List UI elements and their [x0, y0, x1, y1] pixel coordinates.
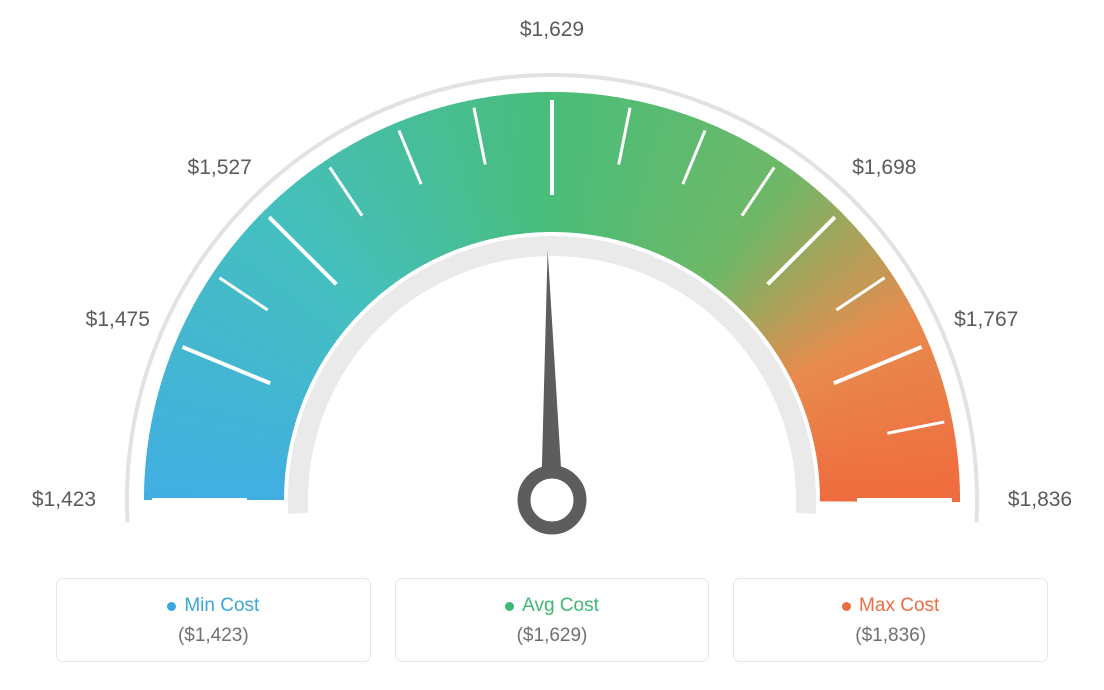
gauge-tick-label: $1,423	[32, 488, 96, 512]
legend-label-min: Min Cost	[184, 595, 259, 617]
gauge-tick-label: $1,475	[86, 308, 150, 332]
legend-card-max: Max Cost ($1,836)	[733, 578, 1048, 662]
legend-label-max: Max Cost	[859, 595, 939, 617]
legend-top-max: Max Cost	[842, 595, 939, 617]
legend-dot-avg	[505, 602, 514, 611]
legend-value-min: ($1,423)	[178, 625, 249, 647]
legend-label-avg: Avg Cost	[522, 595, 599, 617]
gauge-tick-label: $1,698	[852, 156, 916, 180]
legend-row: Min Cost ($1,423) Avg Cost ($1,629) Max …	[56, 578, 1048, 662]
legend-top-avg: Avg Cost	[505, 595, 599, 617]
gauge-svg	[0, 20, 1104, 580]
gauge-chart-container: $1,423 $1,475 $1,527 $1,629 $1,698 $1,767 $1,8…	[0, 0, 1104, 690]
gauge-tick-label: $1,629	[520, 18, 584, 42]
gauge-tick-label: $1,767	[954, 308, 1018, 332]
gauge-area	[0, 20, 1104, 580]
gauge-tick-label: $1,836	[1008, 488, 1072, 512]
legend-card-avg: Avg Cost ($1,629)	[395, 578, 710, 662]
legend-card-min: Min Cost ($1,423)	[56, 578, 371, 662]
legend-dot-max	[842, 602, 851, 611]
legend-value-max: ($1,836)	[855, 625, 926, 647]
gauge-tick-label: $1,527	[188, 156, 252, 180]
legend-value-avg: ($1,629)	[517, 625, 588, 647]
legend-top-min: Min Cost	[167, 595, 259, 617]
legend-dot-min	[167, 602, 176, 611]
